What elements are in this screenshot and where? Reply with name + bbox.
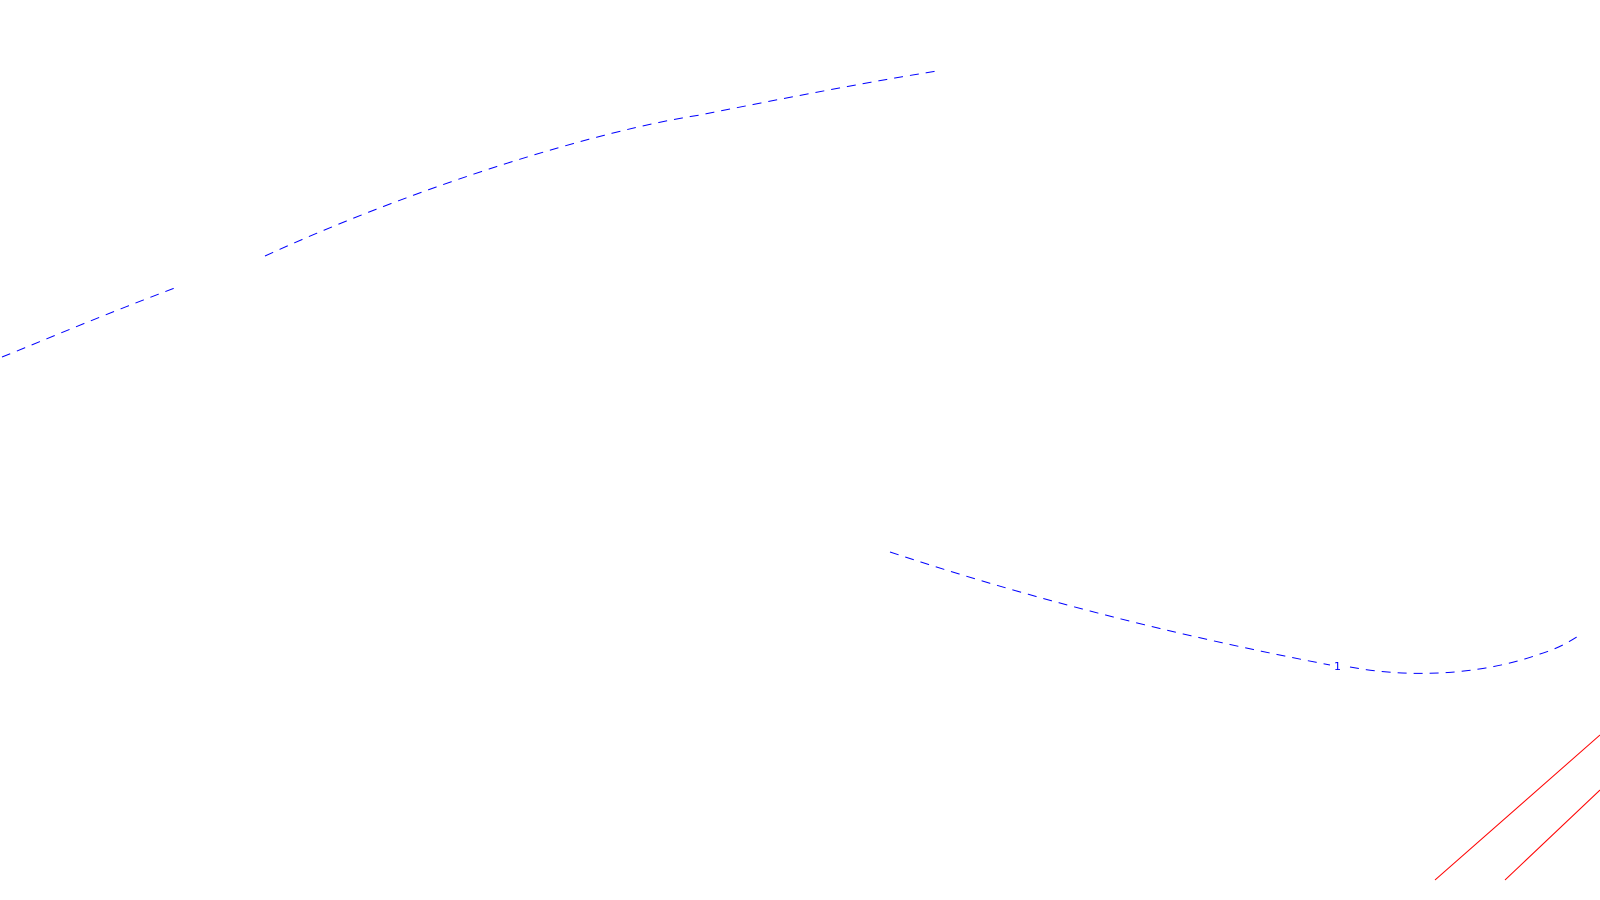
contour-upper-right-segment	[264, 70, 938, 257]
contour-value-label: 1	[1334, 660, 1341, 673]
contour-upper-left-segment	[1, 285, 181, 358]
boundary-line-1	[1434, 734, 1600, 881]
contour-lower-line-continued	[1349, 634, 1581, 674]
boundary-line-2	[1504, 789, 1600, 881]
contour-lower-line	[889, 551, 1331, 666]
